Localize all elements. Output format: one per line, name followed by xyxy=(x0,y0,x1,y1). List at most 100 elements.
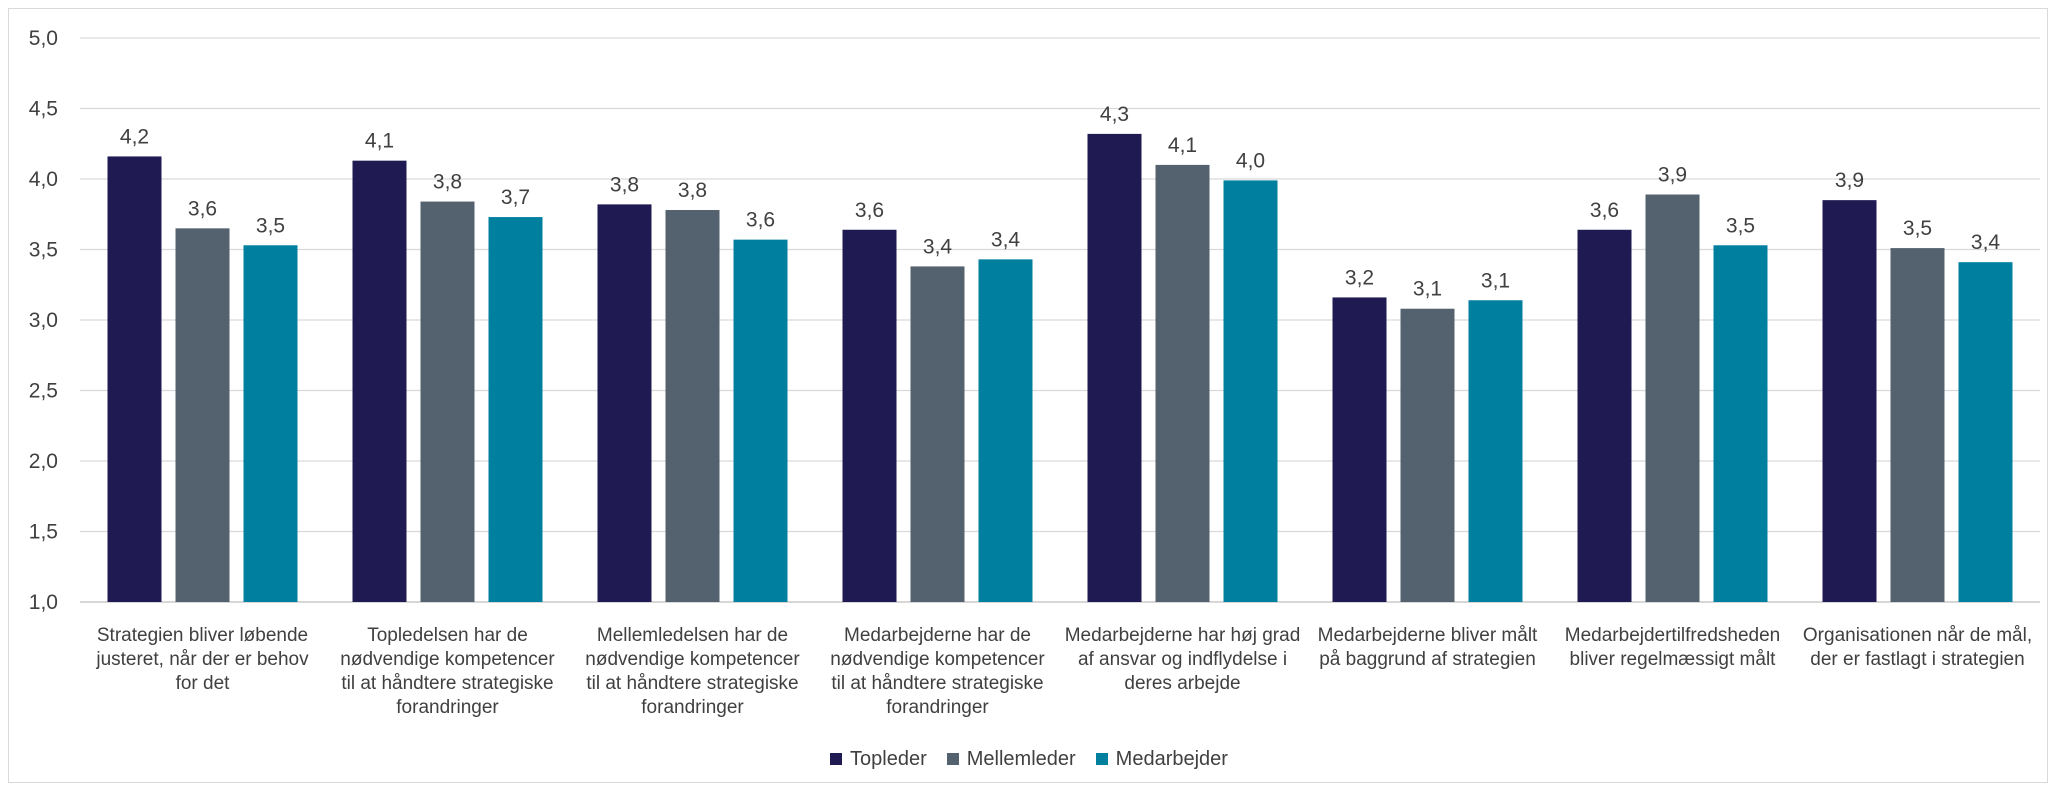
legend-label: Medarbejder xyxy=(1115,747,1228,770)
data-label: 3,5 xyxy=(1903,217,1932,240)
x-category-label-line: Mellemledelsen har de xyxy=(597,625,788,646)
x-category-label-line: Topledelsen har de xyxy=(367,625,528,646)
bar-medarbejder xyxy=(243,245,298,602)
bar-topleder xyxy=(1577,229,1632,602)
x-category-label-line: Strategien bliver løbende xyxy=(97,625,308,646)
data-label: 4,3 xyxy=(1100,103,1129,126)
bar-mellemleder xyxy=(1645,194,1700,602)
x-category-label-line: Organisationen når de mål, xyxy=(1803,625,2032,646)
x-category-label-line: nødvendige kompetencer xyxy=(340,649,555,670)
x-category-label-line: til at håndtere strategiske xyxy=(831,673,1043,694)
legend-item-medarbejder: Medarbejder xyxy=(1095,747,1228,771)
x-category-label: Strategien bliver løbende justeret, når d… xyxy=(95,625,309,694)
bar-mellemleder xyxy=(665,210,720,602)
bar-topleder xyxy=(1332,297,1387,602)
data-label: 4,1 xyxy=(365,130,394,153)
x-category-label-line: for det xyxy=(176,673,231,694)
y-tick-label: 2,0 xyxy=(29,450,58,473)
x-category-label: Medarbejderne har høj grad af ansvar og i… xyxy=(1065,625,1301,694)
y-tick-label: 1,0 xyxy=(29,591,58,614)
bar-mellemleder xyxy=(1155,164,1210,602)
y-tick-label: 2,5 xyxy=(29,380,58,403)
gridlines xyxy=(80,37,2040,603)
legend-swatch xyxy=(946,753,959,765)
data-label: 3,5 xyxy=(1726,214,1755,237)
x-category-label-line: bliver regelmæssigt målt xyxy=(1570,649,1777,670)
x-category-label-line: Medarbejderne har høj grad xyxy=(1065,625,1301,646)
x-category-label-line: til at håndtere strategiske xyxy=(341,673,553,694)
x-category-label: Medarbejdertilfredsheden bliver regelmæss… xyxy=(1565,625,1780,670)
bar-mellemleder xyxy=(420,201,475,602)
y-tick-label: 3,5 xyxy=(29,239,58,262)
data-label: 3,1 xyxy=(1481,269,1510,292)
bar-mellemleder xyxy=(1400,308,1455,602)
data-label: 4,1 xyxy=(1168,134,1197,157)
legend-label: Topleder xyxy=(850,747,927,770)
bar-mellemleder xyxy=(175,228,230,602)
data-label: 3,8 xyxy=(610,173,639,196)
data-label: 3,6 xyxy=(1590,199,1619,222)
bar-topleder xyxy=(1822,200,1877,602)
data-label: 4,2 xyxy=(120,125,149,148)
data-label: 3,6 xyxy=(855,199,884,222)
bar-mellemleder xyxy=(1890,248,1945,602)
bar-mellemleder xyxy=(910,266,965,602)
data-label: 3,5 xyxy=(256,214,285,237)
bar-medarbejder xyxy=(1223,180,1278,602)
data-label: 4,0 xyxy=(1236,149,1265,172)
data-label: 3,8 xyxy=(678,179,707,202)
data-label: 3,6 xyxy=(188,197,217,220)
x-axis: Strategien bliver løbende justeret, når d… xyxy=(95,625,2032,718)
data-label: 3,7 xyxy=(501,186,530,209)
bar-medarbejder xyxy=(1468,300,1523,602)
x-category-label-line: nødvendige kompetencer xyxy=(830,649,1045,670)
x-category-label: Topledelsen har de nødvendige kompetencer… xyxy=(340,625,555,718)
x-category-label-line: der er fastlagt i strategien xyxy=(1810,649,2024,670)
data-label: 3,9 xyxy=(1658,164,1687,187)
y-tick-label: 4,5 xyxy=(29,98,58,121)
data-label: 3,2 xyxy=(1345,266,1374,289)
x-category-label-line: Medarbejderne har de xyxy=(844,625,1031,646)
chart-frame xyxy=(8,8,2048,783)
bar-medarbejder xyxy=(488,217,543,602)
x-category-label-line: på baggrund af strategien xyxy=(1319,649,1536,670)
bar-medarbejder xyxy=(1958,262,2013,602)
y-tick-label: 1,5 xyxy=(29,521,58,544)
legend-item-topleder: Topleder xyxy=(830,748,927,771)
y-axis: 1,0 1,5 2,0 2,5 3,0 3,5 4,0 4,5 5,0 xyxy=(29,27,58,614)
x-category-label-line: Medarbejdertilfredsheden xyxy=(1565,625,1780,646)
bar-topleder xyxy=(842,229,897,602)
x-category-label: Organisationen når de mål, der er fastlag… xyxy=(1803,625,2032,670)
x-category-label-line: forandringer xyxy=(886,697,989,718)
data-label: 3,8 xyxy=(433,171,462,194)
x-category-label: Mellemledelsen har de nødvendige kompeten… xyxy=(585,625,800,718)
x-category-label-line: nødvendige kompetencer xyxy=(585,649,800,670)
y-tick-label: 3,0 xyxy=(29,309,58,332)
bar-medarbejder xyxy=(978,259,1033,602)
x-category-label-line: til at håndtere strategiske xyxy=(586,673,798,694)
x-category-label: Medarbejderne har de nødvendige kompetenc… xyxy=(830,625,1045,718)
x-category-label-line: forandringer xyxy=(396,697,499,718)
x-category-label-line: Medarbejderne bliver målt xyxy=(1318,625,1538,646)
x-category-label-line: justeret, når der er behov xyxy=(95,649,309,670)
data-label: 3,1 xyxy=(1413,278,1442,301)
data-label: 3,4 xyxy=(923,235,953,258)
x-category-label: Medarbejderne bliver målt på baggrund af … xyxy=(1318,625,1538,670)
data-label: 3,6 xyxy=(746,209,775,232)
bar-medarbejder xyxy=(1713,245,1768,602)
data-label: 3,4 xyxy=(991,228,1021,251)
bar-topleder xyxy=(597,204,652,602)
bar-topleder xyxy=(352,160,407,603)
legend-swatch xyxy=(830,753,843,765)
data-label: 3,9 xyxy=(1835,169,1864,192)
x-category-label-line: deres arbejde xyxy=(1124,673,1240,694)
legend: Topleder Mellemleder Medarbejder xyxy=(0,744,2058,774)
x-category-label-line: forandringer xyxy=(641,697,744,718)
data-label: 3,4 xyxy=(1971,231,2001,254)
legend-swatch xyxy=(1095,753,1108,765)
bar-medarbejder xyxy=(733,239,788,602)
y-tick-label: 4,0 xyxy=(29,168,58,191)
legend-label: Mellemleder xyxy=(966,747,1076,770)
bar-topleder xyxy=(107,156,162,602)
